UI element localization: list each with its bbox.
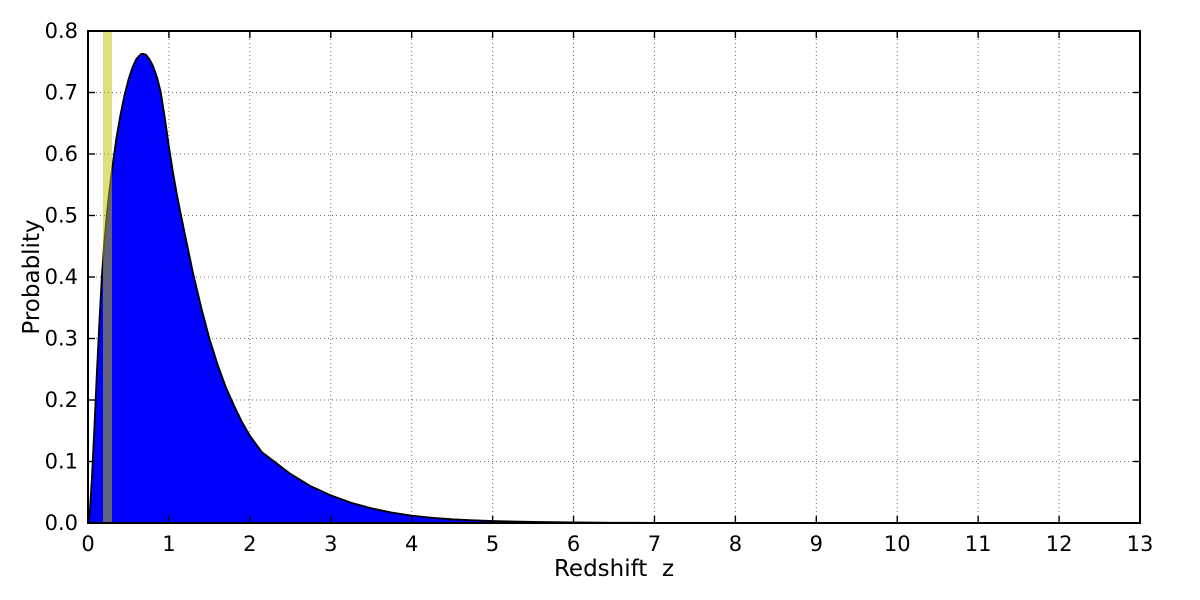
x-tick-label: 7 bbox=[648, 532, 661, 556]
x-tick-label: 8 bbox=[729, 532, 742, 556]
x-tick-label: 0 bbox=[81, 532, 94, 556]
y-tick-label: 0.0 bbox=[45, 511, 78, 535]
x-tick-label: 2 bbox=[243, 532, 256, 556]
plot-frame bbox=[87, 30, 1141, 524]
y-tick-label: 0.5 bbox=[45, 204, 78, 228]
pdf-curve bbox=[87, 52, 1141, 524]
y-tick-label: 0.1 bbox=[45, 450, 78, 474]
y-tick-label: 0.8 bbox=[45, 19, 78, 43]
x-tick-label: 4 bbox=[405, 532, 418, 556]
x-tick-label: 5 bbox=[486, 532, 499, 556]
x-axis-label: Redshift z bbox=[553, 556, 675, 582]
y-tick-label: 0.3 bbox=[45, 327, 78, 351]
x-tick-label: 3 bbox=[324, 532, 337, 556]
x-tick-label: 9 bbox=[810, 532, 823, 556]
y-tick-label: 0.4 bbox=[45, 265, 78, 289]
y-tick-label: 0.7 bbox=[45, 81, 78, 105]
x-tick-label: 6 bbox=[567, 532, 580, 556]
y-tick-label: 0.6 bbox=[45, 142, 78, 166]
x-tick-label: 12 bbox=[1046, 532, 1073, 556]
x-tick-label: 13 bbox=[1127, 532, 1154, 556]
highlight-vspan bbox=[102, 32, 113, 522]
y-axis-label: Probablity bbox=[19, 219, 45, 335]
y-tick-label: 0.2 bbox=[45, 388, 78, 412]
x-tick-label: 11 bbox=[965, 532, 992, 556]
x-tick-label: 1 bbox=[162, 532, 175, 556]
x-tick-label: 10 bbox=[884, 532, 911, 556]
